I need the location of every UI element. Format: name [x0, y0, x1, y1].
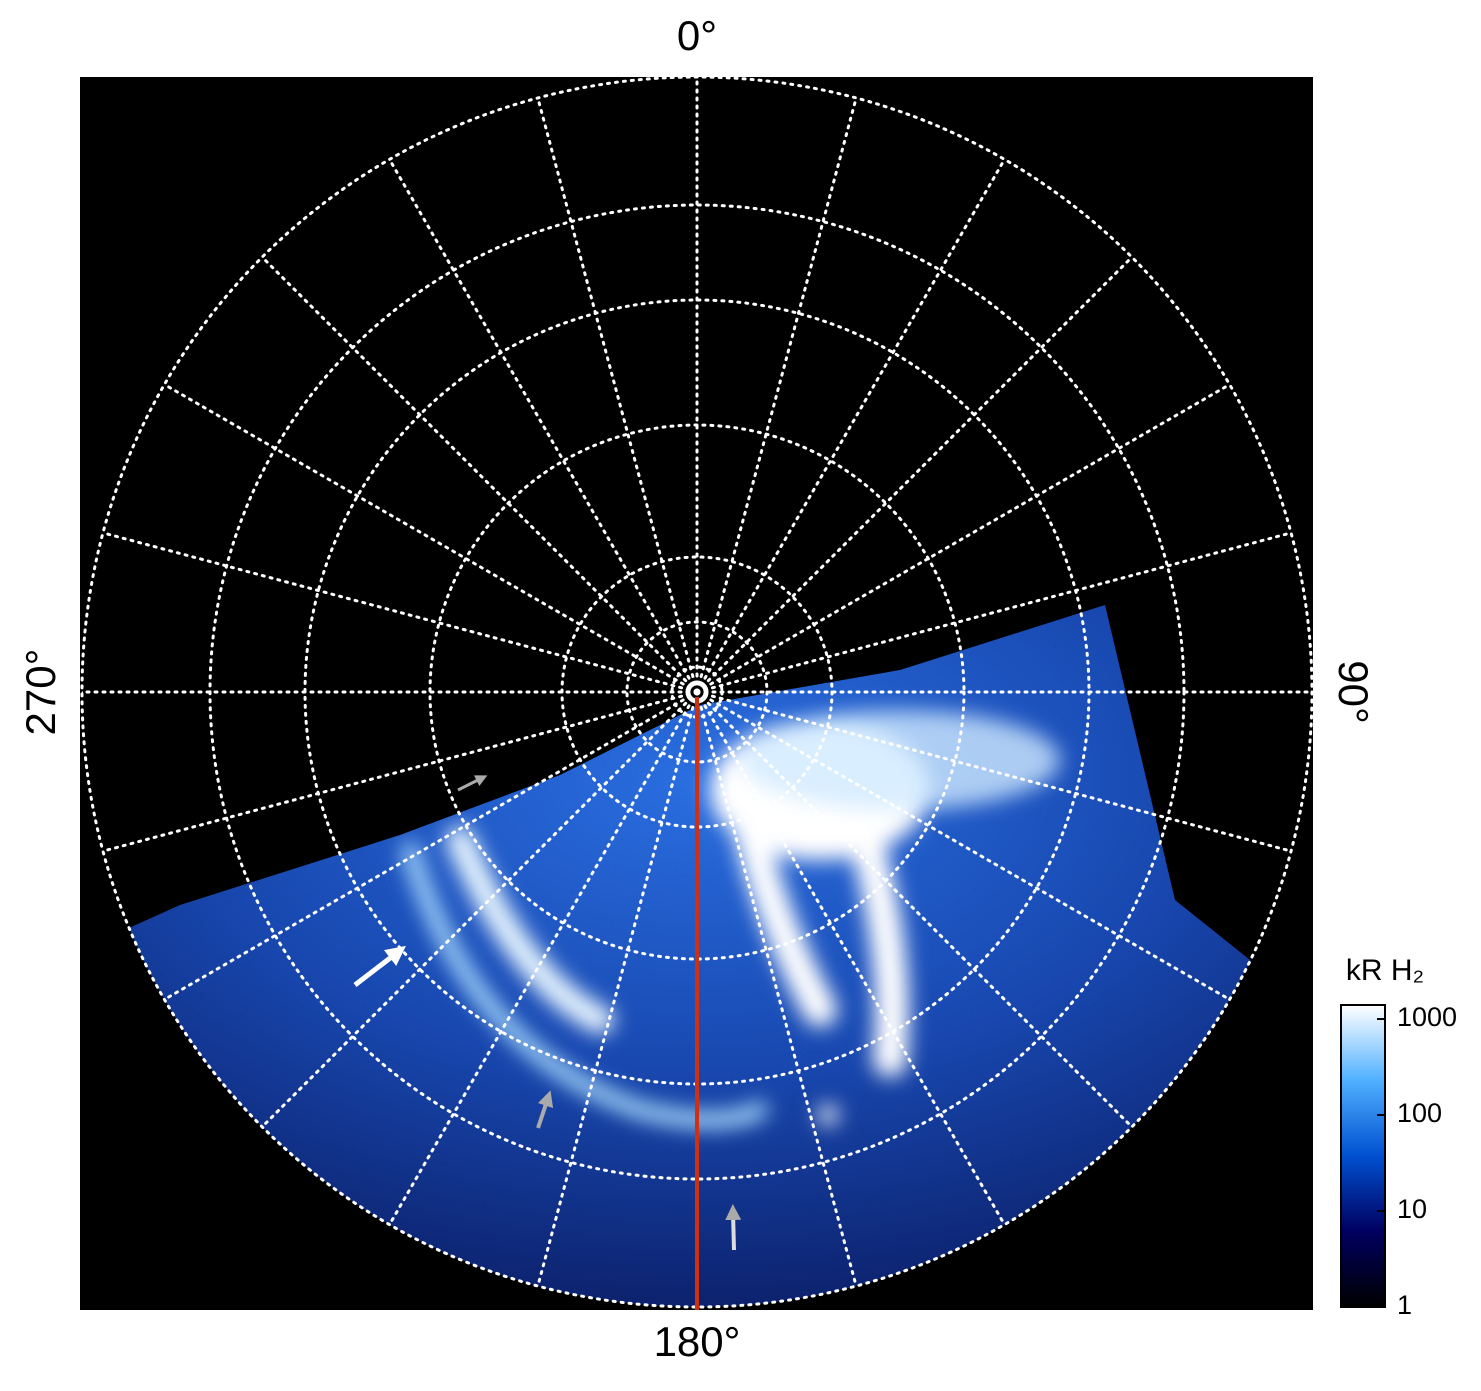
grid-spoke — [162, 383, 699, 694]
colorbar-tick-label: 1 — [1397, 1290, 1412, 1320]
colorbar-scale — [1340, 1004, 1386, 1308]
grid-spoke — [388, 690, 699, 1227]
grid-spoke — [162, 690, 699, 1001]
grid-spoke — [536, 96, 699, 694]
grid-spoke — [695, 690, 1006, 1227]
grid-spoke — [695, 157, 1006, 694]
grid-spoke — [695, 255, 1134, 694]
grid-spoke — [695, 690, 1134, 1129]
theta-tick-label: 270° — [17, 649, 64, 736]
polar-grid — [80, 75, 1314, 1309]
grid-spoke — [260, 690, 699, 1129]
grid-spoke — [695, 690, 1293, 853]
colorbar-tick-label: 100 — [1397, 1098, 1442, 1128]
grid-spoke — [695, 531, 1293, 694]
colorbar-label: kR H₂ — [1346, 954, 1424, 987]
colorbar-tick-label: 10 — [1397, 1194, 1427, 1224]
grid-spoke — [536, 690, 699, 1288]
grid-spoke — [101, 531, 699, 694]
arrow — [457, 775, 488, 792]
arrow — [725, 1204, 742, 1251]
theta-tick-label: 180° — [654, 1318, 741, 1365]
grid-spoke — [695, 96, 858, 694]
grid-spoke — [695, 383, 1232, 694]
grid-spoke — [695, 690, 1232, 1001]
arrow — [353, 945, 406, 987]
grid-spoke — [388, 157, 699, 694]
theta-tick-label: 90° — [1330, 660, 1377, 724]
grid-spoke — [695, 690, 858, 1288]
arrows — [353, 775, 742, 1251]
theta-tick-label: 0° — [677, 12, 717, 59]
colorbar: 1 10 100 1000 — [1340, 1002, 1457, 1320]
colorbar-tick-label: 1000 — [1397, 1002, 1457, 1032]
arrow — [536, 1090, 554, 1129]
grid-spoke — [260, 255, 699, 694]
grid-spoke — [101, 690, 699, 853]
grid-ring — [625, 620, 769, 764]
